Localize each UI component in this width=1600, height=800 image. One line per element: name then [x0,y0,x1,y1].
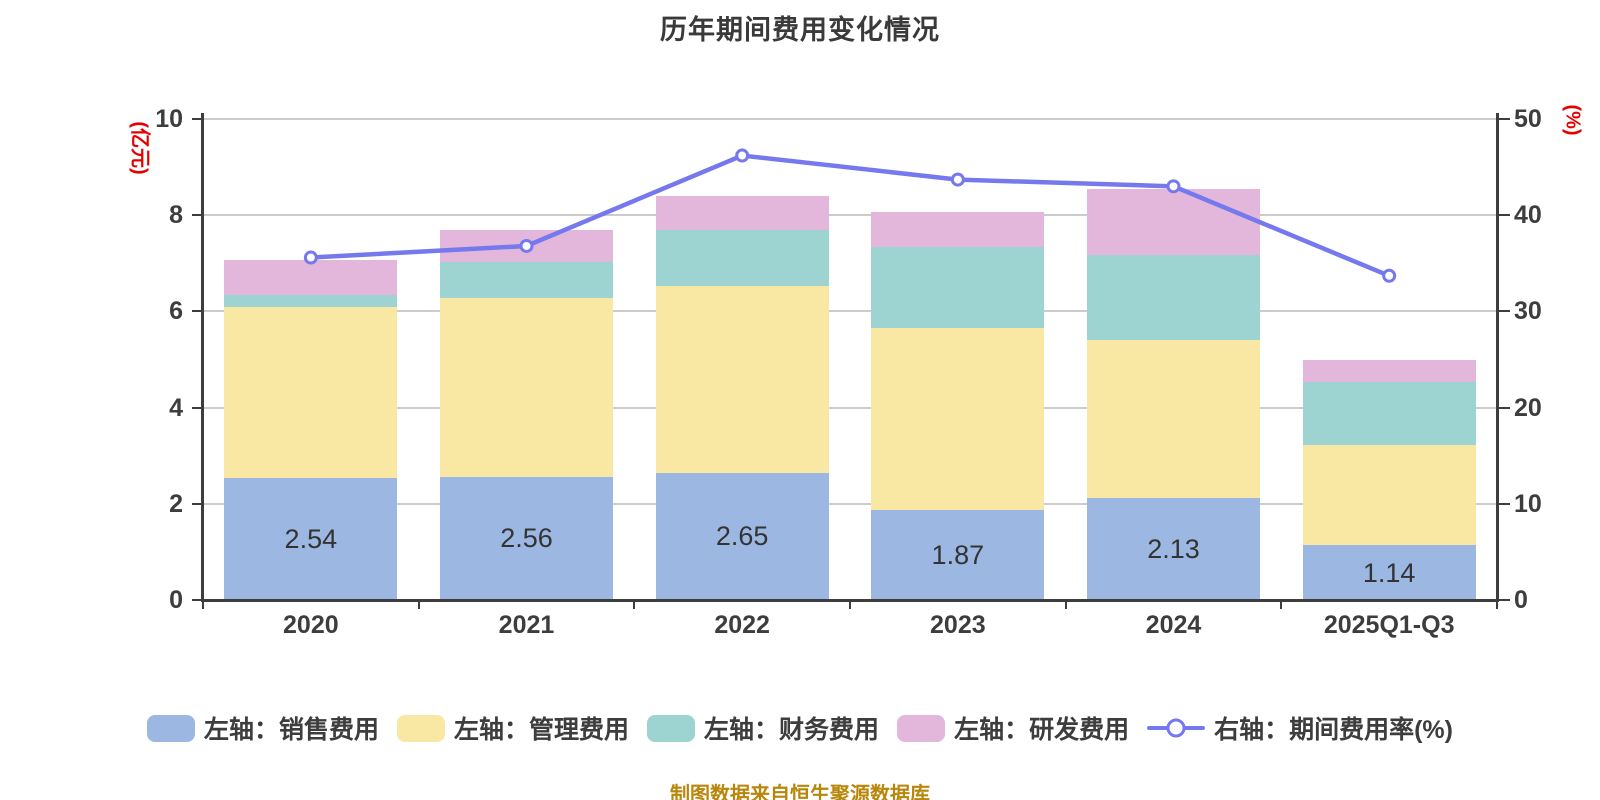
left-axis-tick-label: 2 [169,489,183,518]
left-axis-tick [192,502,203,505]
legend-item-label: 左轴：销售费用 [204,716,380,744]
left-axis-tick [192,310,203,313]
left-axis-tick [192,599,203,601]
bar-segment[interactable] [655,229,829,286]
gridline [203,118,1497,120]
legend-swatch [897,714,946,742]
x-axis-label: 2021 [498,611,555,639]
bar-segment[interactable] [871,327,1045,511]
x-axis-tick [1280,600,1283,609]
gridline [203,214,1497,217]
legend-item[interactable]: 左轴：销售费用 [147,710,379,746]
x-axis-tick [417,600,420,609]
bar-segment[interactable] [1087,497,1260,600]
legend-item[interactable]: 右轴：期间费用率(%) [1147,710,1453,746]
bar-segment[interactable] [224,294,398,307]
legend-item-label: 左轴：研发费用 [954,716,1130,744]
x-axis-tick [633,600,636,609]
x-axis-tick [1064,600,1067,609]
chart-legend: 左轴：销售费用 左轴：管理费用 左轴：财务费用 左轴：研发费用 右轴：期间费用率(%) [0,710,1600,746]
x-axis-label: 2023 [930,611,986,639]
left-axis-tick [192,214,203,217]
left-axis-tick [192,118,203,120]
bar-segment[interactable] [224,477,398,600]
bar-segment[interactable] [1087,189,1260,255]
x-axis-tick [849,600,851,609]
legend-item[interactable]: 左轴：财务费用 [647,710,879,746]
bar-segment[interactable] [655,196,829,230]
bar-segment[interactable] [1087,254,1260,340]
left-axis-tick-label: 6 [169,297,183,326]
bar-value-label: 2.65 [715,521,769,552]
bar-segment[interactable] [655,472,829,600]
bar-segment[interactable] [871,510,1045,600]
gridline [203,502,1497,505]
data-point-marker[interactable] [735,148,750,163]
right-axis-tick [1499,214,1510,217]
left-axis-line [201,113,204,600]
bar-segment[interactable] [655,285,829,473]
bar-segment[interactable] [224,260,398,295]
left-axis-tick-label: 10 [155,105,183,133]
bar-value-label: 2.56 [500,523,553,554]
x-axis-label: 2024 [1145,611,1202,639]
data-point-marker[interactable] [1382,268,1397,283]
right-axis-line [1496,113,1499,600]
bar-segment[interactable] [1302,445,1476,546]
right-axis-tick-label: 20 [1514,393,1542,422]
right-axis-tick-label: 50 [1514,105,1542,133]
bar-value-label: 1.14 [1362,557,1416,588]
legend-item-label: 左轴：财务费用 [704,716,880,744]
right-axis-tick [1499,599,1510,601]
bar-segment[interactable] [1302,545,1476,600]
bar-segment[interactable] [1302,382,1476,446]
right-axis-tick [1499,406,1510,409]
x-axis-tick [202,600,204,609]
left-axis-tick-label: 8 [169,201,183,230]
data-source-note: 制图数据来自恒生聚源数据库 [670,784,930,800]
bar-segment[interactable] [871,247,1045,328]
x-axis-label: 2022 [714,611,770,639]
bar-segment[interactable] [440,261,613,298]
legend-line-marker [1147,715,1206,742]
x-axis-label: 2020 [283,611,339,639]
right-axis-tick-label: 10 [1514,489,1542,518]
legend-item-label: 左轴：管理费用 [454,716,630,744]
chart-title: 历年期间费用变化情况 [660,15,940,45]
bar-segment[interactable] [871,211,1045,248]
bar-segment[interactable] [440,476,613,600]
legend-item-label: 右轴：期间费用率(%) [1214,716,1453,744]
legend-item[interactable]: 左轴：管理费用 [397,710,629,746]
bar-value-label: 2.13 [1147,533,1200,564]
gridline [203,406,1497,409]
right-axis-tick [1499,502,1510,505]
right-axis-tick [1499,118,1510,120]
right-axis-tick-label: 40 [1514,201,1542,230]
legend-swatch [397,714,446,742]
left-axis-tick-label: 0 [169,586,183,614]
bar-value-label: 2.54 [284,523,338,554]
right-axis-tick-label: 0 [1514,586,1528,614]
bar-value-label: 1.87 [931,540,985,571]
legend-swatch [647,714,696,742]
bar-segment[interactable] [440,297,613,477]
right-axis-tick [1499,310,1510,313]
bar-segment[interactable] [224,306,398,478]
legend-line-dot [1166,718,1186,738]
x-axis-tick [1496,600,1498,609]
legend-item[interactable]: 左轴：研发费用 [897,710,1129,746]
legend-swatch [147,714,196,742]
bar-segment[interactable] [440,229,613,262]
left-axis-tick [192,406,203,409]
x-axis-label: 2025Q1-Q3 [1323,611,1455,639]
bar-segment[interactable] [1302,359,1476,383]
bar-segment[interactable] [1087,339,1260,498]
gridline [203,310,1497,313]
data-point-marker[interactable] [950,172,965,187]
left-axis-tick-label: 4 [169,393,183,422]
right-axis-tick-label: 30 [1514,297,1542,326]
